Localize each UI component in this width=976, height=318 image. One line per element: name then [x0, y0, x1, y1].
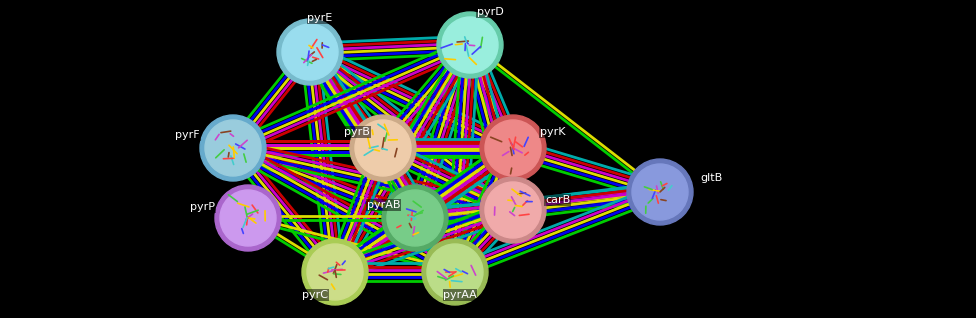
Circle shape: [382, 185, 448, 251]
Text: pyrK: pyrK: [540, 127, 565, 137]
Circle shape: [282, 24, 338, 80]
Circle shape: [215, 185, 281, 251]
Circle shape: [427, 244, 483, 300]
Circle shape: [442, 17, 498, 73]
Text: pyrB: pyrB: [345, 127, 370, 137]
Text: pyrD: pyrD: [476, 7, 504, 17]
Circle shape: [480, 177, 546, 243]
Circle shape: [277, 19, 343, 85]
Circle shape: [205, 120, 261, 176]
Circle shape: [485, 182, 541, 238]
Circle shape: [200, 115, 266, 181]
Text: pyrF: pyrF: [176, 130, 200, 140]
Circle shape: [350, 115, 416, 181]
Circle shape: [480, 115, 546, 181]
Text: carB: carB: [545, 195, 570, 205]
Text: gltB: gltB: [700, 173, 722, 183]
Circle shape: [302, 239, 368, 305]
Circle shape: [220, 190, 276, 246]
Circle shape: [632, 164, 688, 220]
Circle shape: [485, 120, 541, 176]
Text: pyrAA: pyrAA: [443, 290, 477, 300]
Circle shape: [422, 239, 488, 305]
Text: pyrP: pyrP: [190, 202, 215, 212]
Circle shape: [355, 120, 411, 176]
Text: pyrE: pyrE: [307, 13, 333, 23]
Circle shape: [627, 159, 693, 225]
Circle shape: [307, 244, 363, 300]
Text: pyrAB: pyrAB: [367, 200, 400, 210]
Text: pyrC: pyrC: [302, 290, 328, 300]
Circle shape: [387, 190, 443, 246]
Circle shape: [437, 12, 503, 78]
